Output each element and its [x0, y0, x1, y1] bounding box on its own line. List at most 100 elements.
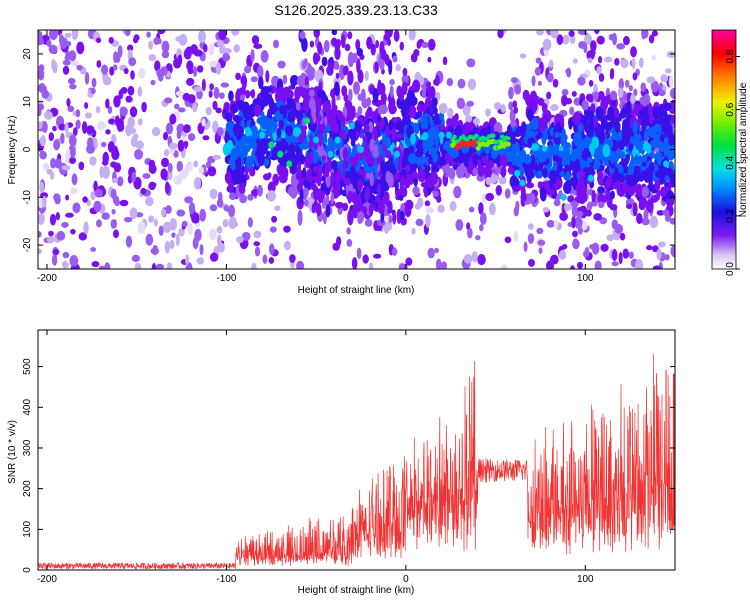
spectrogram-cell: [402, 67, 408, 77]
spectrogram-cell: [305, 156, 310, 169]
spectrogram-cell: [447, 107, 454, 119]
spectrogram-cell: [572, 238, 580, 250]
spectrogram-cell: [456, 97, 465, 110]
y-tick-label: 0: [22, 567, 33, 573]
spectrogram-cell: [553, 199, 561, 207]
spectrogram-cell: [500, 166, 507, 178]
spectrogram-cell: [584, 34, 593, 45]
spectrogram-cell: [494, 166, 500, 174]
spectrogram-cell: [61, 165, 71, 171]
spectrogram-cell: [369, 109, 374, 118]
spectrogram-cell: [467, 78, 477, 90]
spectrogram-cell: [664, 214, 672, 222]
spectrogram-cell: [278, 120, 285, 130]
spectrogram-cell: [645, 245, 653, 251]
spectrogram-cell: [335, 201, 344, 209]
spectrogram-cell: [384, 191, 390, 203]
spectrogram-cell: [437, 204, 445, 213]
spectrogram-cell: [479, 224, 484, 232]
spectrogram-cell: [177, 54, 183, 66]
spectrogram-cell: [565, 97, 572, 105]
spectrogram-cell: [173, 174, 183, 185]
spectrogram-cell: [541, 116, 547, 128]
spectrogram-cell: [239, 194, 248, 204]
spectrogram-cell: [236, 236, 244, 244]
spectrogram-cell: [193, 177, 202, 190]
spectrogram-cell: [205, 106, 212, 116]
spectrogram-cell: [351, 52, 358, 63]
spectrogram-cell: [317, 192, 324, 204]
spectrogram-cell: [48, 44, 58, 55]
spectrogram-cell: [663, 102, 672, 112]
spectrogram-cell: [38, 83, 46, 92]
spectrogram-cell: [296, 260, 305, 269]
spectrogram-cell: [438, 102, 448, 114]
spectrogram-cell: [624, 184, 630, 193]
spectrogram-cell: [485, 176, 492, 186]
spectrogram-cell: [241, 231, 251, 241]
spectrogram-cell: [341, 162, 347, 170]
spectrogram-cell: [104, 262, 111, 269]
spectrogram-cell: [606, 234, 615, 242]
spectrogram-cell: [552, 160, 558, 173]
spectrogram-cell: [261, 98, 269, 107]
spectrogram-cell: [340, 172, 346, 182]
spectrogram-cell: [632, 72, 638, 81]
spectrogram-cell: [453, 185, 462, 199]
spectrogram-cell: [51, 253, 58, 266]
spectrogram-cell: [257, 184, 263, 197]
spectrogram-cell: [142, 173, 151, 179]
spectrogram-cell: [178, 227, 185, 237]
spectrogram-cell: [374, 61, 379, 73]
spectrogram-cell: [260, 86, 270, 100]
spectrogram-cell: [61, 221, 69, 228]
spectrogram-cell: [347, 190, 353, 204]
spectrogram-cell: [48, 230, 54, 237]
x-tick-label: 100: [577, 574, 594, 585]
spectrogram-cell: [396, 133, 402, 140]
spectrogram-cell: [578, 41, 587, 49]
spectrogram-cell: [253, 230, 262, 239]
spectrogram-cell: [212, 154, 222, 160]
spectrogram-cell: [510, 77, 519, 84]
spectrogram-cell: [391, 247, 398, 256]
spectrogram-cell: [499, 134, 505, 139]
spectrogram-cell: [70, 228, 76, 235]
spectrogram-cell: [346, 227, 351, 235]
spectrogram-cell: [114, 115, 120, 127]
spectrogram-cell: [244, 65, 252, 74]
spectrogram-cell: [598, 73, 605, 82]
spectrogram-cell: [302, 97, 307, 111]
spectrogram-cell: [397, 158, 403, 173]
spectrogram-cell: [611, 248, 618, 262]
spectrogram-cell: [579, 196, 586, 205]
spectrogram-cell: [571, 215, 576, 229]
spectrogram-cell: [366, 36, 373, 50]
spectrogram-cell: [179, 169, 188, 180]
spectrogram-cell: [649, 215, 659, 229]
spectrogram-cell: [664, 68, 672, 74]
spectrogram-cell: [481, 155, 488, 164]
spectrogram-cell: [228, 90, 234, 102]
spectrogram-cell: [625, 153, 631, 163]
spectrogram-cell: [364, 188, 370, 201]
spectrogram-cell: [39, 135, 47, 147]
spectrogram-cell: [152, 244, 158, 256]
spectrogram-cell: [425, 81, 432, 88]
spectrogram-cell: [537, 181, 543, 189]
spectrogram-cell: [557, 150, 565, 158]
spectrogram-cell: [299, 188, 304, 204]
spectrogram-cell: [171, 232, 176, 239]
spectrogram-cell: [99, 166, 104, 179]
spectrogram-cell: [569, 152, 578, 161]
spectrogram-cell: [590, 40, 597, 52]
spectrogram-cell: [572, 111, 582, 126]
spectrogram-cell: [664, 254, 670, 261]
spectrogram-cell: [454, 125, 464, 138]
spectrogram-cell: [282, 86, 292, 99]
spectrogram-cell: [633, 165, 642, 175]
spectrogram-cell: [65, 194, 70, 201]
spectrogram-cell: [373, 253, 382, 259]
spectrogram-cell: [69, 83, 77, 90]
